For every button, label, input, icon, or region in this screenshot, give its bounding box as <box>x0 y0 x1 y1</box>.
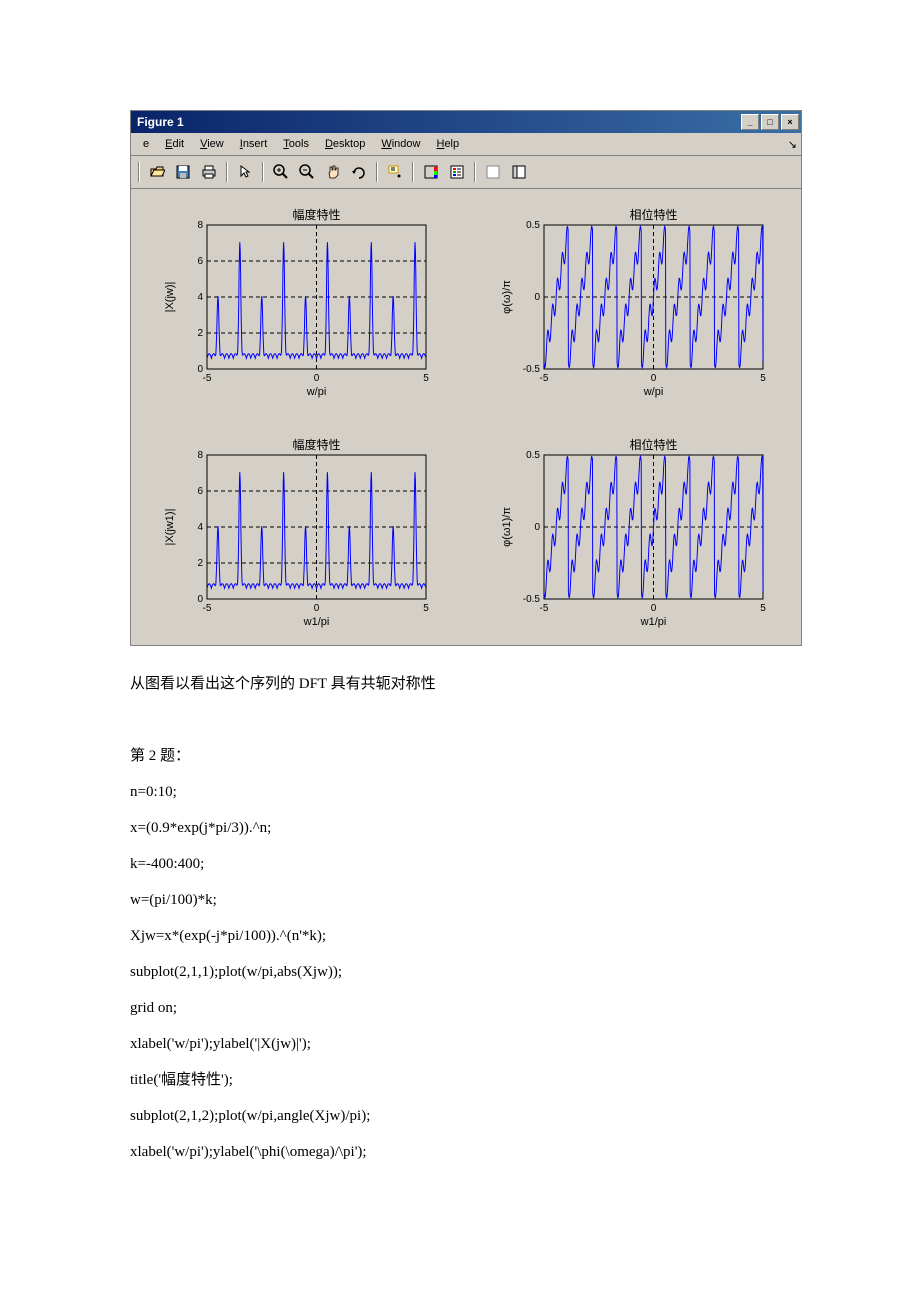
svg-text:5: 5 <box>423 603 429 614</box>
rotate-icon[interactable] <box>347 160 371 184</box>
save-icon[interactable] <box>171 160 195 184</box>
titlebar: Figure 1 _ □ × <box>131 111 801 133</box>
svg-text:0: 0 <box>314 603 320 614</box>
menu-tools[interactable]: Tools <box>275 136 317 152</box>
pan-icon[interactable] <box>321 160 345 184</box>
svg-text:-5: -5 <box>203 373 212 384</box>
svg-text:w1/pi: w1/pi <box>303 616 330 628</box>
menu-help[interactable]: Help <box>428 136 467 152</box>
svg-text:8: 8 <box>197 450 203 461</box>
heading: 第 2 题： <box>130 738 790 774</box>
svg-text:0: 0 <box>534 292 540 303</box>
print-icon[interactable] <box>197 160 221 184</box>
close-button[interactable]: × <box>781 114 799 130</box>
svg-text:5: 5 <box>760 373 766 384</box>
svg-text:5: 5 <box>760 603 766 614</box>
svg-text:0: 0 <box>651 373 657 384</box>
svg-text:幅度特性: 幅度特性 <box>292 437 340 452</box>
menu-file-trunc[interactable]: e <box>135 136 157 152</box>
menubar: e Edit View Insert Tools Desktop Window … <box>131 133 801 156</box>
svg-text:|X(jw)|: |X(jw)| <box>164 282 176 313</box>
svg-text:2: 2 <box>197 558 203 569</box>
svg-text:0: 0 <box>314 373 320 384</box>
maximize-button[interactable]: □ <box>761 114 779 130</box>
code-line: n=0:10; <box>130 774 790 810</box>
code-line: k=-400:400; <box>130 846 790 882</box>
code-line: xlabel('w/pi');ylabel('|X(jw)|'); <box>130 1026 790 1062</box>
svg-text:w/pi: w/pi <box>643 386 664 398</box>
zoom-in-icon[interactable] <box>269 160 293 184</box>
code-line: subplot(2,1,1);plot(w/pi,abs(Xjw)); <box>130 954 790 990</box>
menu-window[interactable]: Window <box>373 136 428 152</box>
hide-tools-icon[interactable] <box>481 160 505 184</box>
code-line: subplot(2,1,2);plot(w/pi,angle(Xjw)/pi); <box>130 1098 790 1134</box>
pointer-icon[interactable] <box>233 160 257 184</box>
svg-text:相位特性: 相位特性 <box>629 207 677 222</box>
menu-desktop[interactable]: Desktop <box>317 136 373 152</box>
open-icon[interactable] <box>145 160 169 184</box>
code-line: w=(pi/100)*k; <box>130 882 790 918</box>
code-line: Xjw=x*(exp(-j*pi/100)).^(n'*k); <box>130 918 790 954</box>
svg-text:6: 6 <box>197 486 203 497</box>
window-title: Figure 1 <box>137 115 184 129</box>
plot-svg: -50502468幅度特性w/pi|X(jw)|-505-0.500.5相位特性… <box>139 197 793 637</box>
svg-text:-0.5: -0.5 <box>523 594 541 605</box>
minimize-button[interactable]: _ <box>741 114 759 130</box>
svg-text:φ(ω)/π: φ(ω)/π <box>501 280 513 314</box>
code-line: x=(0.9*exp(j*pi/3)).^n; <box>130 810 790 846</box>
colorbar-icon[interactable] <box>419 160 443 184</box>
svg-text:-5: -5 <box>203 603 212 614</box>
code-line: title('幅度特性'); <box>130 1062 790 1098</box>
svg-text:|X(jw1)|: |X(jw1)| <box>164 509 176 546</box>
svg-text:2: 2 <box>197 328 203 339</box>
menu-edit[interactable]: Edit <box>157 136 192 152</box>
figure-window: Figure 1 _ □ × e Edit View Insert Tools … <box>130 110 802 646</box>
menu-corner-icon[interactable]: ↘ <box>788 138 797 151</box>
svg-text:4: 4 <box>197 292 203 303</box>
body-text: 从图看以看出这个序列的 DFT 具有共轭对称性 第 2 题： n=0:10;x=… <box>130 666 790 1170</box>
svg-text:6: 6 <box>197 256 203 267</box>
svg-text:0: 0 <box>197 594 203 605</box>
svg-text:-5: -5 <box>540 603 549 614</box>
svg-text:0.5: 0.5 <box>526 450 540 461</box>
svg-text:幅度特性: 幅度特性 <box>292 207 340 222</box>
svg-text:0.5: 0.5 <box>526 220 540 231</box>
svg-text:8: 8 <box>197 220 203 231</box>
code-line: grid on; <box>130 990 790 1026</box>
menu-view[interactable]: View <box>192 136 232 152</box>
zoom-out-icon[interactable] <box>295 160 319 184</box>
svg-text:5: 5 <box>423 373 429 384</box>
svg-text:0: 0 <box>197 364 203 375</box>
code-line: xlabel('w/pi');ylabel('\phi(\omega)/\pi'… <box>130 1134 790 1170</box>
datacursor-icon[interactable] <box>383 160 407 184</box>
plot-area: -50502468幅度特性w/pi|X(jw)|-505-0.500.5相位特性… <box>131 189 801 645</box>
menu-insert[interactable]: Insert <box>232 136 276 152</box>
svg-text:w1/pi: w1/pi <box>640 616 667 628</box>
caption: 从图看以看出这个序列的 DFT 具有共轭对称性 <box>130 666 790 702</box>
svg-text:0: 0 <box>651 603 657 614</box>
show-tools-icon[interactable] <box>507 160 531 184</box>
svg-text:w/pi: w/pi <box>306 386 327 398</box>
svg-text:相位特性: 相位特性 <box>629 437 677 452</box>
legend-icon[interactable] <box>445 160 469 184</box>
toolbar <box>131 156 801 189</box>
svg-text:0: 0 <box>534 522 540 533</box>
svg-text:4: 4 <box>197 522 203 533</box>
svg-text:-0.5: -0.5 <box>523 364 541 375</box>
svg-text:-5: -5 <box>540 373 549 384</box>
svg-text:φ(ω1)/π: φ(ω1)/π <box>501 507 513 547</box>
